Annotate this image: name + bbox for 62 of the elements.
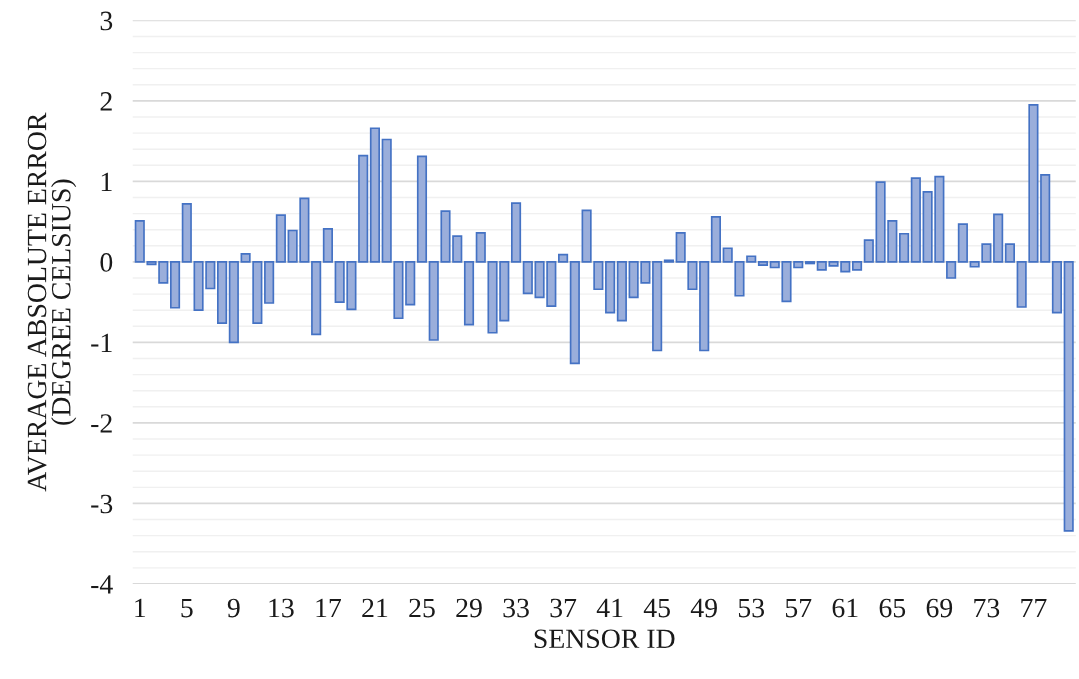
bar <box>851 261 863 271</box>
bar <box>510 202 522 263</box>
bar <box>264 261 275 304</box>
x-tick-label: 21 <box>362 598 388 618</box>
bar <box>522 261 533 295</box>
x-tick-label: 65 <box>879 598 906 618</box>
x-tick-label: 49 <box>690 598 717 618</box>
y-tick-label: 0 <box>100 253 113 272</box>
bar <box>863 239 874 263</box>
x-tick-label: 29 <box>456 598 482 618</box>
x-tick-label: 37 <box>550 598 577 618</box>
bar <box>228 261 239 344</box>
x-tick-label: 61 <box>832 598 858 618</box>
x-tick-label: 73 <box>974 598 1000 618</box>
x-tick-label: 17 <box>316 598 341 618</box>
y-tick-label: -1 <box>91 333 112 353</box>
bar <box>416 155 428 263</box>
bar <box>1051 261 1063 314</box>
y-tick-label: 1 <box>101 172 112 192</box>
x-tick-label: 69 <box>926 598 953 618</box>
x-tick-label: 33 <box>503 598 529 618</box>
x-tick-label: 53 <box>738 598 765 618</box>
bar <box>558 253 569 263</box>
bar <box>652 261 663 352</box>
x-tick-label: 1 <box>135 598 146 618</box>
bar <box>169 261 181 309</box>
bar <box>358 154 369 263</box>
bar <box>605 261 616 314</box>
bar <box>699 261 710 352</box>
bar <box>217 261 228 324</box>
bar <box>957 223 968 263</box>
bar <box>1004 243 1015 263</box>
x-tick-label: 25 <box>409 598 435 618</box>
bar <box>275 214 286 263</box>
x-tick-label: 57 <box>785 598 812 618</box>
bar <box>710 215 722 263</box>
x-tick-label: 41 <box>596 598 623 618</box>
bar <box>899 232 910 263</box>
x-tick-label: 5 <box>181 598 193 618</box>
bar <box>1040 174 1051 263</box>
y-tick-label: 3 <box>100 11 113 31</box>
x-axis-title: SENSOR ID <box>534 629 675 649</box>
bar <box>569 261 580 365</box>
bar <box>463 261 475 326</box>
bar <box>369 127 381 263</box>
bar <box>993 213 1004 263</box>
y-tick-label: -3 <box>91 494 113 514</box>
y-tick-label: -4 <box>91 575 113 594</box>
bar <box>1063 261 1074 532</box>
x-tick-label: 77 <box>1021 598 1047 618</box>
bar <box>757 261 769 266</box>
bar <box>322 228 333 263</box>
x-tick-label: 13 <box>269 598 294 618</box>
y-tick-label: 2 <box>100 92 112 111</box>
bar <box>910 177 921 263</box>
bar <box>946 261 957 279</box>
bar <box>616 261 627 322</box>
bar <box>311 261 322 336</box>
x-tick-label: 45 <box>643 598 670 618</box>
y-axis-title: AVERAGE ABSOLUTE ERROR (DEGREE CELSIUS) <box>27 112 77 492</box>
x-tick-label: 9 <box>227 598 240 618</box>
y-tick-label: -2 <box>91 414 112 433</box>
